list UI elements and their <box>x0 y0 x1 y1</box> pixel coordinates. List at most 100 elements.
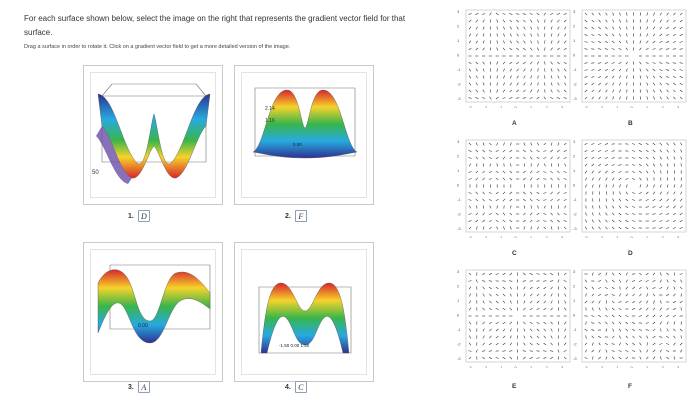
vector-arrow <box>488 342 492 346</box>
vector-arrow <box>563 199 567 201</box>
vector-arrow <box>557 279 560 283</box>
surface-plot-4[interactable]: -1.50 0.00 1.50 <box>235 243 375 383</box>
vector-arrow <box>632 322 636 324</box>
vector-field-d[interactable]: 3 2 1 0 -1 -2 -3 -3 -2 -1 0 1 2 3 <box>572 138 690 238</box>
vector-arrow <box>550 47 553 51</box>
vector-arrow <box>482 156 485 160</box>
vector-arrow <box>632 308 636 310</box>
y-tick-label: -1 <box>457 327 461 332</box>
vector-arrow <box>639 75 642 79</box>
vector-arrow <box>679 342 683 346</box>
vector-arrow <box>679 48 683 50</box>
vector-arrow <box>544 19 546 23</box>
surface-card-4[interactable]: -1.50 0.00 1.50 4. C <box>234 242 375 393</box>
vector-arrow <box>619 26 621 30</box>
answer-drop-box-4[interactable]: C <box>294 381 307 393</box>
surface-plot-1[interactable]: 50 <box>84 66 224 206</box>
vector-arrow <box>537 163 539 167</box>
surface-card-3[interactable]: 0.00 3. A <box>83 242 224 393</box>
vector-arrow <box>468 142 472 146</box>
vector-arrow <box>652 293 656 297</box>
vector-arrow <box>639 184 642 188</box>
x-tick-label: -1 <box>499 105 503 108</box>
vector-arrow <box>468 68 472 72</box>
vector-arrow <box>496 19 498 23</box>
answer-drop-box-3[interactable]: A <box>137 381 150 393</box>
vector-arrow <box>666 149 669 153</box>
vector-arrow <box>536 156 540 160</box>
vector-arrow <box>618 33 622 37</box>
vector-arrow <box>584 149 588 153</box>
vector-arrow <box>476 142 478 146</box>
vector-arrow <box>646 184 648 188</box>
vector-arrow <box>611 164 615 166</box>
vector-arrow <box>592 205 594 209</box>
vector-arrow <box>666 227 670 229</box>
vector-arrow <box>626 26 628 30</box>
vector-arrow <box>638 143 643 145</box>
vector-arrow <box>502 156 506 160</box>
vector-arrow <box>618 177 622 181</box>
vector-arrow <box>591 48 595 50</box>
vector-arrow <box>666 314 669 318</box>
surface-plot-3[interactable]: 0.00 <box>84 243 224 383</box>
vector-arrow <box>598 287 602 289</box>
answer-drop-box-1[interactable]: D <box>137 210 150 222</box>
vector-arrow <box>488 199 492 201</box>
vector-arrow <box>611 279 615 283</box>
vector-arrow <box>482 61 485 65</box>
vector-arrow <box>619 12 621 16</box>
surface-plot-2[interactable]: 2.14 1.16 0.00 <box>235 66 375 206</box>
x-tick-label: 3 <box>561 105 564 108</box>
x-tick-label: -3 <box>584 235 588 238</box>
vector-arrow <box>604 342 608 346</box>
vector-arrow <box>496 33 498 37</box>
vector-field-a[interactable]: 3 2 1 0 -1 -2 -3 -3 -2 -1 0 1 2 3 <box>456 8 574 108</box>
vector-arrow <box>591 41 595 43</box>
vector-arrow <box>653 300 655 304</box>
vector-arrow <box>665 62 670 64</box>
vector-arrow <box>550 293 553 297</box>
vector-arrow <box>645 322 649 324</box>
vector-arrow <box>522 272 526 276</box>
y-tick-label: -2 <box>573 212 577 217</box>
vector-arrow <box>632 178 636 180</box>
surface-card-2[interactable]: 2.14 1.16 0.00 2. F <box>234 65 375 222</box>
vector-arrow <box>604 48 608 50</box>
vector-arrow <box>488 321 492 325</box>
vector-field-e[interactable]: 3 2 1 0 -1 -2 -3 -3 -2 -1 0 1 2 3 <box>456 268 574 368</box>
vector-arrow <box>509 156 513 160</box>
vector-arrow <box>632 349 636 353</box>
vector-arrow <box>502 198 506 202</box>
vector-arrow <box>598 293 602 297</box>
vector-arrow <box>536 96 540 100</box>
vector-arrow <box>619 96 621 100</box>
vector-arrow <box>529 13 533 15</box>
vector-arrow <box>659 349 662 353</box>
vector-arrow <box>659 286 663 290</box>
vector-arrow <box>502 321 506 325</box>
surface-1-axis-label: 50 <box>92 170 99 176</box>
vector-arrow <box>496 89 498 93</box>
vector-arrow <box>516 26 519 30</box>
vector-field-f[interactable]: 3 2 1 0 -1 -2 -3 -3 -2 -1 0 1 2 3 <box>572 268 690 368</box>
surface-2-label-bottom: 0.00 <box>293 142 302 147</box>
vector-arrow <box>557 226 560 230</box>
vector-arrow <box>632 300 635 304</box>
vector-arrow <box>611 33 615 37</box>
vector-arrow <box>563 178 567 180</box>
y-tick-label: 3 <box>573 139 576 144</box>
vector-arrow <box>660 170 662 174</box>
vector-field-c[interactable]: 3 2 1 0 -1 -2 -3 -3 -2 -1 0 1 2 3 <box>456 138 574 238</box>
vector-arrow <box>469 163 471 167</box>
vector-arrow <box>482 82 485 86</box>
vector-arrow <box>652 307 656 311</box>
vector-arrow <box>502 89 506 93</box>
vector-arrow <box>597 48 602 50</box>
vector-arrow <box>502 293 506 297</box>
surface-card-1[interactable]: 50 1. D <box>83 65 224 222</box>
answer-drop-box-2[interactable]: F <box>294 210 307 222</box>
vector-field-b[interactable]: 3 2 1 0 -1 -2 -3 -3 -2 -1 0 1 2 3 <box>572 8 690 108</box>
vector-arrow <box>646 170 649 174</box>
vector-arrow <box>536 300 540 304</box>
